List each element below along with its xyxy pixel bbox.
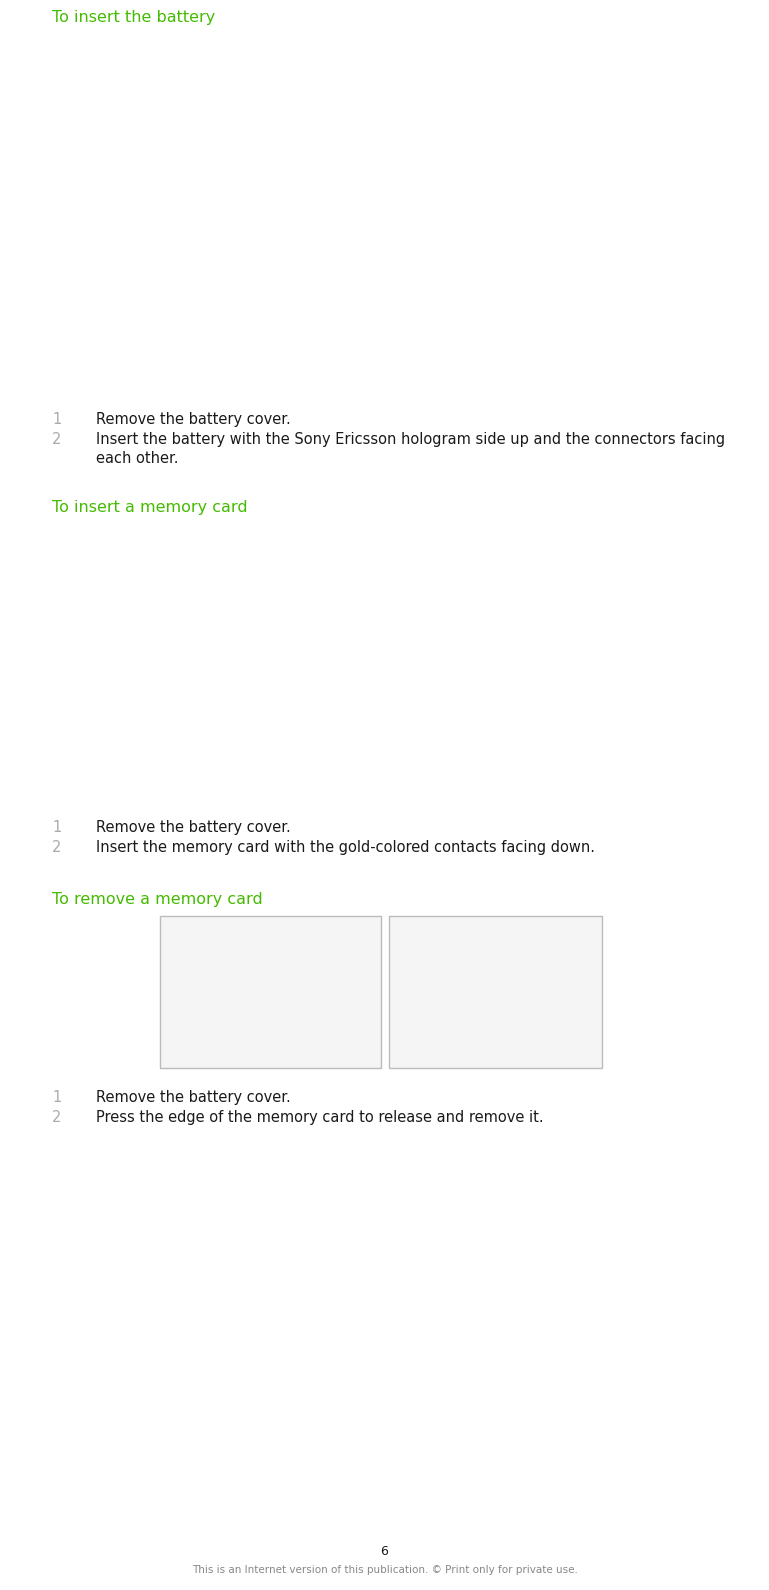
Text: Insert the memory card with the gold-colored contacts facing down.: Insert the memory card with the gold-col… — [96, 840, 595, 855]
Text: 2: 2 — [52, 840, 62, 855]
Bar — [0, 525, 769, 808]
Text: Remove the battery cover.: Remove the battery cover. — [96, 820, 291, 835]
Text: To insert a memory card: To insert a memory card — [52, 499, 248, 515]
Text: 2: 2 — [52, 432, 62, 447]
Text: 1: 1 — [52, 1091, 62, 1105]
Bar — [0, 29, 769, 398]
Bar — [160, 916, 381, 1068]
Text: Remove the battery cover.: Remove the battery cover. — [96, 412, 291, 428]
Text: Remove the battery cover.: Remove the battery cover. — [96, 1091, 291, 1105]
Bar — [389, 916, 602, 1068]
Text: 2: 2 — [52, 1110, 62, 1126]
Text: 1: 1 — [52, 412, 62, 428]
Text: Insert the battery with the Sony Ericsson hologram side up and the connectors fa: Insert the battery with the Sony Ericsso… — [96, 432, 725, 466]
Text: 1: 1 — [52, 820, 62, 835]
Text: Press the edge of the memory card to release and remove it.: Press the edge of the memory card to rel… — [96, 1110, 544, 1126]
Text: To remove a memory card: To remove a memory card — [52, 892, 263, 906]
Text: 6: 6 — [381, 1545, 388, 1558]
Text: To insert the battery: To insert the battery — [52, 10, 215, 25]
Text: This is an Internet version of this publication. © Print only for private use.: This is an Internet version of this publ… — [191, 1565, 578, 1576]
